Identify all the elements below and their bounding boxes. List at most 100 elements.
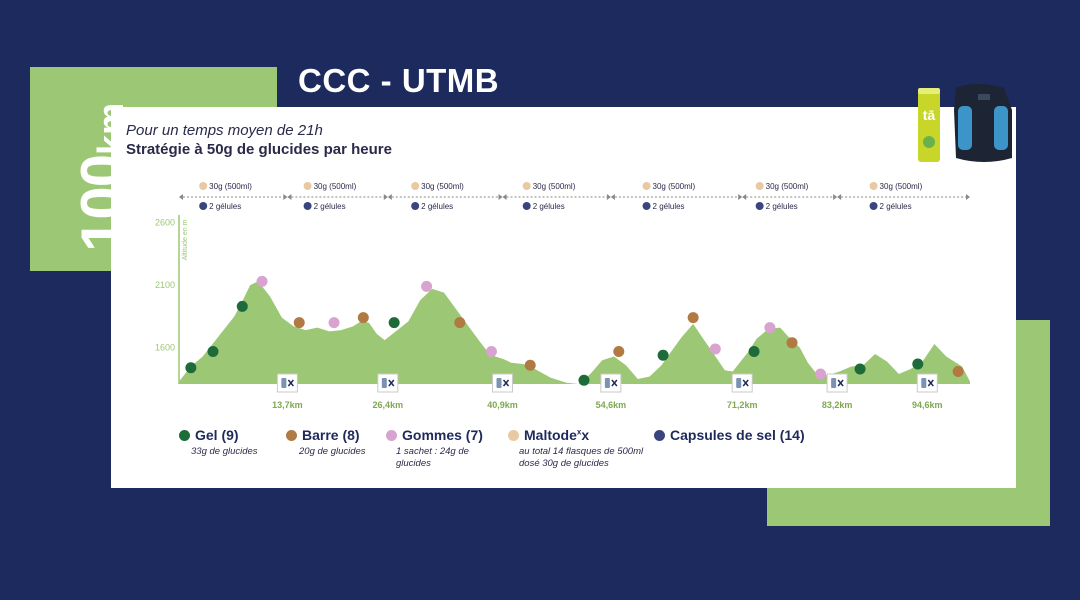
refuel-station-icon — [492, 373, 514, 393]
capsules-dot — [869, 202, 878, 210]
refuel-station-icon — [600, 373, 622, 393]
segment-arrow-right — [283, 194, 288, 200]
refuel-distance-label: 94,6km — [912, 400, 943, 410]
bottle-icon — [381, 378, 387, 388]
legend-description: 1 sachet : 24g de glucides — [396, 446, 469, 469]
segment-capsules-label: 2 gélules — [880, 202, 912, 211]
legend-description: 20g de glucides — [299, 446, 366, 457]
bottle-icon — [604, 378, 610, 388]
legend-label-end: x — [581, 427, 590, 443]
gommes-marker — [485, 345, 497, 357]
legend-label-main: Maltode — [524, 427, 577, 443]
legend-item-gel: Gel (9) 33g de glucides — [179, 427, 258, 458]
refuel-distance-label: 26,4km — [373, 400, 404, 410]
barre-legend-dot — [286, 429, 297, 441]
refuel-station-icon — [377, 373, 399, 393]
barre-marker — [357, 312, 369, 324]
refuel-distance-label: 13,7km — [272, 400, 303, 410]
capsules-dot — [522, 202, 531, 210]
page-title: CCC - UTMB — [298, 62, 500, 99]
segment-capsules-label: 2 gélules — [209, 202, 241, 211]
maltodex-dot — [642, 182, 651, 190]
legend-label: Barre (8) — [302, 427, 360, 443]
cross-icon — [611, 379, 618, 387]
refuel-station-icon — [916, 373, 938, 393]
bottle-icon — [921, 378, 927, 388]
gel-marker — [748, 345, 760, 357]
gel-marker — [388, 317, 400, 329]
maltodex-dot — [199, 182, 208, 190]
segment-arrow-left — [287, 194, 292, 200]
maltodex-dot — [522, 182, 531, 190]
y-axis-label: Altitude en m — [182, 219, 189, 260]
barre-marker — [524, 359, 536, 371]
segment-arrow-left — [179, 194, 183, 200]
segment-arrow-left — [387, 194, 392, 200]
legend-label: Capsules de sel (14) — [670, 427, 805, 443]
refuel-distance-label: 54,6km — [596, 400, 627, 410]
cross-icon — [927, 379, 934, 387]
capsules-dot — [411, 202, 420, 210]
y-tick-label: 2100 — [155, 280, 175, 290]
legend-description: au total 14 flasques de 500ml dosé 30g d… — [519, 446, 644, 469]
gommes-marker — [328, 317, 340, 329]
subtitle-strategy: Stratégie à 50g de glucides par heure — [126, 141, 392, 158]
barre-marker — [786, 337, 798, 349]
y-tick-label: 2600 — [155, 217, 175, 227]
cross-icon — [502, 379, 510, 387]
hydration-vest-icon — [954, 84, 1012, 162]
subtitle-time: Pour un temps moyen de 21h — [126, 122, 323, 139]
gel-marker — [912, 358, 924, 370]
tube-brand-label: tā — [923, 107, 936, 123]
refuel-distance-label: 83,2km — [822, 400, 853, 410]
refuel-distance-label: 40,9km — [487, 400, 518, 410]
gel-marker — [185, 362, 197, 374]
segment-arrow-right — [498, 194, 503, 200]
cross-icon — [837, 379, 844, 387]
y-tick-label: 1600 — [155, 342, 175, 352]
capsules-legend-dot — [654, 429, 665, 441]
capsules-dot — [755, 202, 764, 210]
segment-arrow-right — [738, 194, 743, 200]
gommes-legend-dot — [386, 429, 397, 441]
segment-maltodex-label: 30g (500ml) — [421, 182, 464, 191]
gel-marker — [578, 374, 590, 386]
segment-arrow-right — [833, 194, 838, 200]
capsules-dot — [199, 202, 208, 210]
refuel-station-icon — [826, 373, 848, 393]
segment-capsules-label: 2 gélules — [766, 202, 798, 211]
maltodex-legend-dot — [508, 429, 519, 441]
segment-maltodex-label: 30g (500ml) — [533, 182, 576, 191]
barre-marker — [952, 365, 964, 377]
segment-capsules-label: 2 gélules — [314, 202, 346, 211]
gel-marker — [854, 363, 866, 375]
gel-marker — [207, 345, 219, 357]
legend-item-gommes: Gommes (7) 1 sachet : 24g de glucides — [386, 427, 486, 470]
legend-label-sup: x — [576, 427, 582, 437]
legend-item-barre: Barre (8) 20g de glucides — [286, 427, 366, 458]
barre-marker — [454, 317, 466, 329]
gommes-marker — [815, 368, 827, 380]
segment-arrow-left — [742, 194, 747, 200]
barre-marker — [687, 312, 699, 324]
electrolyte-tube-icon: tā — [918, 88, 940, 162]
maltodex-dot — [869, 182, 878, 190]
segment-maltodex-label: 30g (500ml) — [314, 182, 357, 191]
cross-icon — [287, 379, 294, 387]
gommes-marker — [421, 280, 433, 292]
bottle-icon — [831, 378, 837, 388]
capsules-dot — [642, 202, 651, 210]
segment-maltodex-label: 30g (500ml) — [209, 182, 252, 191]
gel-marker — [236, 300, 248, 312]
legend-description: 33g de glucides — [191, 446, 258, 457]
legend-label: Gommes (7) — [402, 427, 483, 443]
segment-capsules-label: 2 gélules — [653, 202, 685, 211]
capsules-dot — [303, 202, 312, 210]
elevation-profile-area — [179, 281, 970, 384]
gel-marker — [657, 349, 669, 361]
refuel-station-icon — [731, 373, 753, 393]
legend-item-maltodex: Maltodexx au total 14 flasques de 500ml … — [508, 427, 659, 470]
segment-maltodex-label: 30g (500ml) — [653, 182, 696, 191]
segment-arrow-left — [837, 194, 842, 200]
